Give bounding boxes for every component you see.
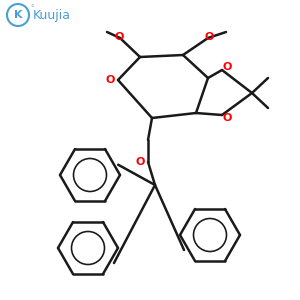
Text: O: O <box>135 157 145 167</box>
Text: O: O <box>114 32 124 42</box>
Text: O: O <box>105 75 115 85</box>
Text: K: K <box>14 10 22 20</box>
Text: O: O <box>222 113 232 123</box>
Text: O: O <box>204 32 214 42</box>
Text: O: O <box>222 62 232 72</box>
Text: °: ° <box>30 5 34 11</box>
Text: Kuujia: Kuujia <box>33 8 71 22</box>
